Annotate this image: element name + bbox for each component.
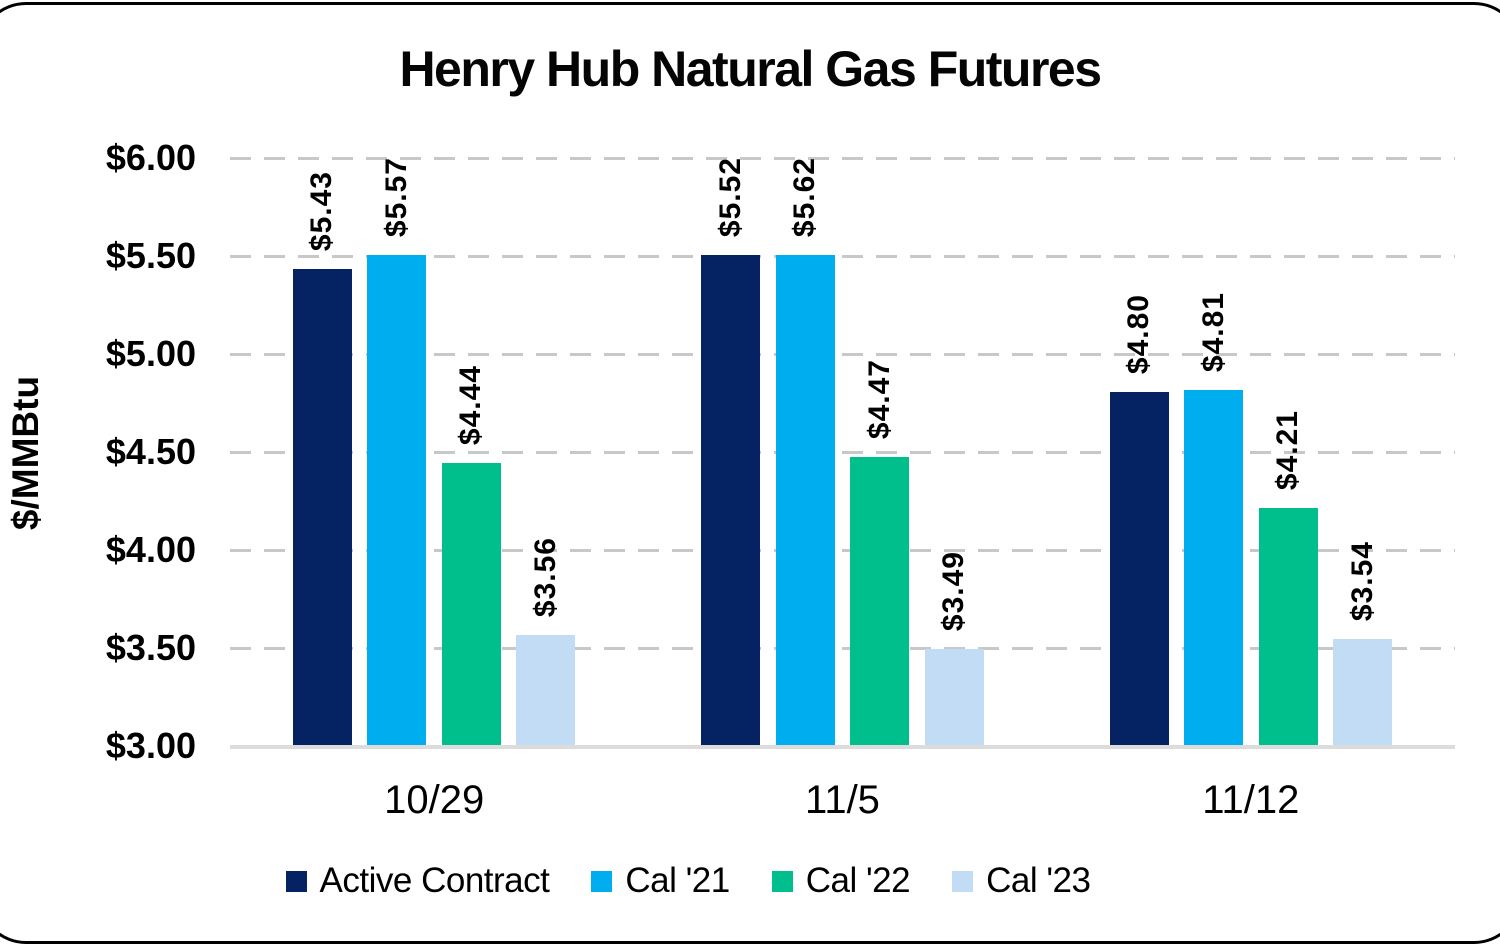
bar-value-label: $5.57 [379, 157, 413, 238]
bar-group-11/12-slot: $3.54 [1333, 157, 1393, 745]
plot-area: $5.43 $5.57 $4.44 $3.56 $5.52 $5.62 $4.47 $3.49… [230, 157, 1455, 749]
legend-color-swatch [591, 870, 613, 892]
bar [701, 255, 761, 745]
bar-value-label: $3.49 [937, 550, 971, 631]
bar-group-11/12-slot: $4.81 [1184, 157, 1244, 745]
bar-value-label: $3.54 [1345, 541, 1379, 622]
gridline [230, 255, 1455, 258]
bar [292, 268, 352, 745]
bar [924, 648, 984, 745]
bar-value-label: $5.43 [305, 170, 339, 251]
legend-series-label: Cal '23 [986, 861, 1091, 900]
bar-group-11/5-slot: $4.47 [850, 157, 910, 745]
bar-group-11/12-slot: $4.80 [1109, 157, 1169, 745]
bar-group-11/12-slot: $4.21 [1258, 157, 1318, 745]
legend-item: Cal '21 [591, 861, 730, 901]
bar-group-10/29-slot: $5.57 [367, 157, 427, 745]
y-tick-label: $4.00 [105, 529, 196, 570]
bar-group-11/5-slot: $3.49 [924, 157, 984, 745]
bar-group-11/5-slot: $5.62 [775, 157, 835, 745]
bar-value-label: $5.62 [788, 157, 822, 238]
bar-value-label: $4.21 [1271, 409, 1305, 490]
bar-group-10/29-slot: $4.44 [441, 157, 501, 745]
y-tick-label: $5.00 [105, 333, 196, 374]
gridline [230, 451, 1455, 454]
bar [441, 462, 501, 745]
y-tick-label: $6.00 [105, 137, 196, 178]
x-axis-line [230, 745, 1455, 749]
bar [1184, 390, 1244, 745]
legend-series-label: Cal '22 [805, 861, 911, 900]
legend-series-label: Active Contract [319, 861, 550, 900]
bar [516, 635, 576, 745]
chart-title: Henry Hub Natural Gas Futures [399, 41, 1102, 97]
x-category-label: 11/12 [1202, 778, 1300, 822]
gridline [230, 549, 1455, 552]
y-tick-label: $3.50 [105, 627, 196, 668]
legend-color-swatch [771, 870, 793, 892]
bar-value-label: $5.52 [713, 157, 747, 238]
bar-group-11/5-slot: $5.52 [701, 157, 761, 745]
legend-color-swatch [952, 870, 974, 892]
y-tick-label: $3.00 [105, 725, 196, 766]
legend-series-label: Cal '21 [625, 861, 730, 900]
legend-color-swatch [285, 870, 307, 892]
gridline [230, 353, 1455, 356]
bar-value-label: $4.47 [862, 358, 896, 439]
legend: Active Contract Cal '21 Cal '22 Cal '23 [0, 861, 1376, 901]
bar [1109, 392, 1169, 745]
bar-value-label: $4.44 [454, 364, 488, 445]
gridline [230, 157, 1455, 160]
bar [1333, 639, 1393, 745]
bar-group-10/29-slot: $3.56 [516, 157, 576, 745]
x-category-label: 10/29 [384, 778, 485, 822]
bar [1258, 507, 1318, 745]
legend-item: Active Contract [285, 861, 550, 901]
bar [850, 456, 910, 745]
bar-group-10/29-slot: $5.43 [292, 157, 352, 745]
gridline [230, 647, 1455, 650]
bar-value-label: $3.56 [528, 537, 562, 618]
bar-value-label: $4.81 [1196, 292, 1230, 373]
x-category-label: 11/5 [805, 778, 880, 822]
bar [367, 255, 427, 745]
legend-item: Cal '22 [771, 861, 911, 901]
y-tick-label: $5.50 [105, 235, 196, 276]
y-tick-label: $4.50 [105, 431, 196, 472]
legend-item: Cal '23 [952, 861, 1091, 901]
bar-value-label: $4.80 [1122, 294, 1156, 375]
bar [775, 255, 835, 745]
